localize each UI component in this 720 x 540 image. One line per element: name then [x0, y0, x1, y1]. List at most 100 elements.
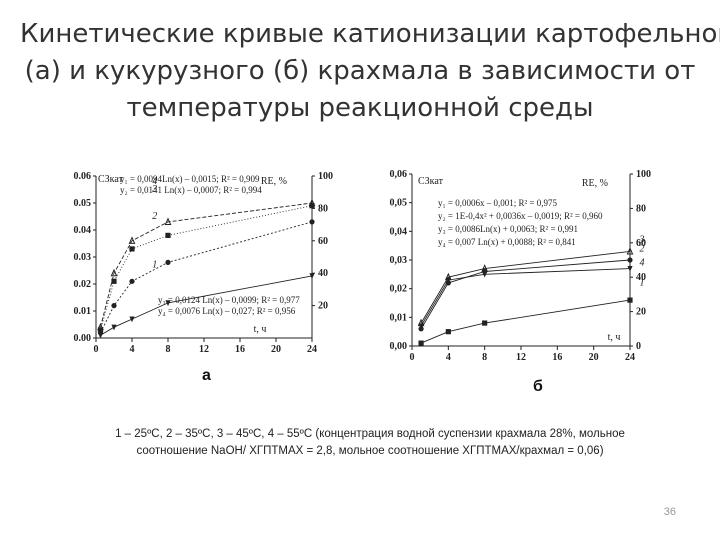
x-tick-label: 0 — [410, 352, 415, 363]
data-point — [418, 323, 424, 330]
y-axis-label: СЗкат — [418, 176, 444, 187]
data-point — [627, 266, 633, 272]
curve-label: 2 — [152, 211, 157, 222]
y2-tick-label: 40 — [318, 268, 328, 279]
data-point — [309, 273, 315, 280]
data-point — [129, 316, 135, 323]
chart-a: 0 4 8 12 16 20 240.000.010.020.030.040.050.062… — [74, 171, 334, 355]
series-2 — [418, 257, 633, 332]
data-point — [308, 198, 316, 207]
curve-label: 2 — [639, 243, 644, 254]
regression-equation: y₄ = 0,007 Ln(x) + 0,0088; R² = 0,841 — [438, 237, 576, 247]
series-3 — [417, 246, 634, 327]
series-1 — [418, 297, 633, 346]
data-point — [445, 277, 451, 284]
data-point — [627, 297, 633, 303]
curve-label: 4 — [152, 176, 157, 187]
data-point — [445, 329, 451, 335]
y-tick-label: 0.02 — [74, 279, 92, 290]
data-point — [111, 324, 117, 331]
slide-title: Кинетические кривые катионизации картофе… — [20, 16, 720, 127]
page-number: 36 — [663, 506, 676, 518]
data-point — [418, 340, 424, 346]
y-tick-label: 0.03 — [74, 252, 92, 263]
data-point — [481, 264, 489, 272]
y2-tick-label: 80 — [318, 203, 328, 214]
regression-equation: y₃ = 0,0086Ln(x) + 0,0063; R² = 0,991 — [438, 224, 578, 234]
y2-tick-label: 0 — [636, 341, 641, 352]
x-tick-label: 16 — [235, 344, 245, 355]
y-tick-label: 0,06 — [390, 169, 408, 180]
x-tick-label: 16 — [552, 352, 562, 363]
y2-tick-label: 100 — [636, 169, 651, 180]
regression-equation: y₁ = 0,0094Ln(x) – 0,0015; R² = 0,909 — [120, 174, 260, 184]
regression-equation: y₂ = 0,0141 Ln(x) – 0,0007; R² = 0,994 — [120, 185, 262, 195]
data-point — [111, 278, 117, 284]
y2-tick-label: 60 — [636, 238, 646, 249]
y-tick-label: 0.01 — [74, 306, 92, 317]
regression-equation: y₂ = 1E-0,4x² + 0,0036x – 0,0019; R² = 0… — [438, 211, 603, 221]
data-point — [128, 236, 136, 244]
title-line-2: (а) и кукурузного (б) крахмала в зависим… — [24, 56, 696, 86]
x-tick-label: 20 — [271, 344, 281, 355]
y2-tick-label: 100 — [318, 171, 333, 182]
series-line — [420, 299, 631, 344]
x-tick-label: 24 — [625, 352, 635, 363]
data-point — [111, 303, 117, 309]
x-tick-label: 12 — [516, 352, 526, 363]
y-axis-label: СЗкат — [98, 174, 124, 185]
data-point — [482, 320, 488, 326]
y-tick-label: 0.06 — [74, 171, 92, 182]
y-tick-label: 0.04 — [74, 225, 92, 236]
x-tick-label: 20 — [589, 352, 599, 363]
y2-tick-label: 20 — [318, 301, 328, 312]
curve-label: 3 — [151, 184, 157, 195]
y2-tick-label: 40 — [636, 272, 646, 283]
x-axis-label: t, ч — [608, 332, 621, 343]
chart-b: 0 4 8 12 16 20 240,000,010,020,030,040,050,060… — [390, 169, 652, 363]
y-tick-label: 0,01 — [390, 312, 408, 323]
x-tick-label: 4 — [130, 344, 135, 355]
curve-label: 3 — [638, 235, 644, 246]
data-point — [165, 232, 171, 238]
data-point — [626, 246, 634, 255]
series-4 — [418, 266, 633, 330]
data-point — [627, 257, 633, 263]
caption-line-2: соотношение NaOH/ ХГПТМАХ = 2,8, мольное… — [136, 445, 604, 457]
x-tick-label: 0 — [94, 344, 99, 355]
x-axis-label: t, ч — [254, 324, 267, 335]
caption-line-1: 1 – 25ºС, 2 – 35ºС, 3 – 45ºС, 4 – 55ºС (… — [115, 428, 625, 440]
y-tick-label: 0,04 — [390, 226, 408, 237]
data-point — [129, 246, 135, 252]
data-point — [165, 259, 171, 265]
curve-label: 1 — [152, 260, 157, 271]
data-point — [482, 271, 488, 278]
series-line — [420, 250, 631, 324]
title-line-1: Кинетические кривые катионизации картофе… — [20, 19, 720, 49]
figure-caption: 1 – 25ºС, 2 – 35ºС, 3 – 45ºС, 4 – 55ºС (… — [60, 426, 680, 460]
y2-tick-label: 60 — [318, 236, 328, 247]
curve-label: 4 — [639, 258, 644, 269]
data-point — [309, 219, 315, 225]
y-tick-label: 0,03 — [390, 255, 408, 266]
data-point — [165, 300, 171, 307]
y-tick-label: 0.05 — [74, 198, 92, 209]
regression-equation: y₁ = 0,0006x – 0,001; R² = 0,975 — [438, 198, 557, 208]
panel-label-b: б — [533, 378, 543, 395]
x-tick-label: 24 — [307, 344, 317, 355]
y-tick-label: 0,05 — [390, 198, 408, 209]
regression-equation: y₃ = 0,0124 Ln(x) – 0,0099; R² = 0,977 — [158, 295, 300, 305]
y-tick-label: 0.00 — [74, 333, 92, 344]
series-line — [100, 202, 313, 328]
data-point — [97, 322, 104, 331]
x-tick-label: 12 — [199, 344, 209, 355]
y2-axis-label: RE, % — [261, 176, 287, 187]
x-tick-label: 8 — [166, 344, 171, 355]
series-line — [420, 259, 631, 330]
y2-tick-label: 80 — [636, 203, 646, 214]
y2-axis-label: RE, % — [582, 178, 608, 189]
series-4 — [97, 198, 316, 331]
title-line-3: температуры реакционной среды — [126, 93, 594, 123]
series-line — [420, 268, 631, 327]
data-point — [110, 268, 118, 277]
